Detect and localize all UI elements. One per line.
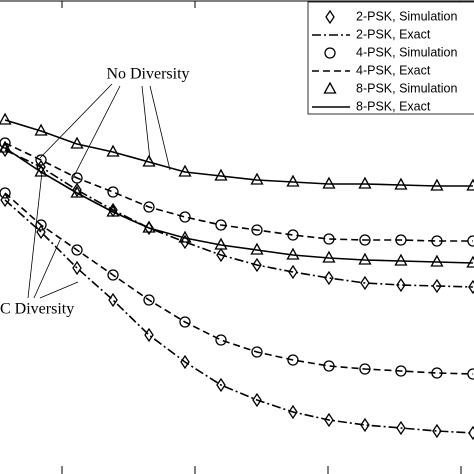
marker xyxy=(430,254,444,267)
marker xyxy=(468,425,474,441)
marker xyxy=(359,234,371,246)
marker xyxy=(466,255,474,268)
marker xyxy=(72,260,82,276)
marker xyxy=(0,187,11,199)
marker xyxy=(36,224,46,240)
legend-label: 4-PSK, Simulation xyxy=(356,45,457,59)
marker xyxy=(179,211,191,223)
marker xyxy=(324,412,334,428)
marker xyxy=(107,269,119,281)
curve xyxy=(4,147,473,264)
marker xyxy=(322,176,336,189)
marker xyxy=(360,275,370,291)
marker xyxy=(0,192,10,208)
marker xyxy=(143,294,155,306)
curve xyxy=(4,119,473,187)
marker xyxy=(179,316,191,328)
marker xyxy=(467,235,474,247)
curve xyxy=(4,149,473,288)
marker xyxy=(396,277,406,293)
marker xyxy=(215,334,227,346)
legend-label: 2-PSK, Exact xyxy=(356,27,431,41)
marker xyxy=(360,417,370,433)
marker xyxy=(71,244,83,256)
annotation-arrows xyxy=(27,83,171,299)
legend-label: 4-PSK, Exact xyxy=(356,63,431,77)
marker xyxy=(323,81,337,94)
marker xyxy=(430,178,444,191)
marker xyxy=(467,368,474,380)
marker xyxy=(216,247,226,263)
marker xyxy=(216,377,226,393)
marker xyxy=(71,172,83,184)
marker xyxy=(432,278,442,294)
marker xyxy=(466,178,474,191)
marker xyxy=(251,346,263,358)
marker xyxy=(288,264,298,280)
legend-label: 2-PSK, Simulation xyxy=(356,9,457,23)
curve xyxy=(4,192,473,375)
annotation: C Diversity xyxy=(0,301,74,318)
marker xyxy=(286,174,300,187)
marker xyxy=(108,292,118,308)
marker xyxy=(144,327,154,343)
marker xyxy=(324,270,334,286)
marker xyxy=(252,257,262,273)
marker xyxy=(288,404,298,420)
marker xyxy=(0,112,12,125)
legend-box xyxy=(307,1,474,115)
legend: 2-PSK, Simulation 2-PSK, Exact 4-PSK, Simu… xyxy=(307,1,474,115)
marker xyxy=(324,47,336,59)
marker xyxy=(394,177,408,190)
marker xyxy=(432,423,442,439)
marker xyxy=(72,182,82,198)
marker xyxy=(468,279,474,295)
marker xyxy=(394,253,408,266)
marker xyxy=(143,201,155,213)
marker xyxy=(358,176,372,189)
marker xyxy=(358,252,372,265)
marker xyxy=(0,140,12,153)
marker xyxy=(396,420,406,436)
marker xyxy=(107,186,119,198)
legend-label: 8-PSK, Simulation xyxy=(356,81,457,95)
marker xyxy=(287,354,299,366)
curve xyxy=(4,199,473,434)
marker xyxy=(251,224,263,236)
marker xyxy=(359,363,371,375)
marker xyxy=(252,392,262,408)
annotation: No Diversity xyxy=(106,66,189,83)
legend-label: 8-PSK, Exact xyxy=(356,99,431,113)
marker xyxy=(325,9,335,25)
marker xyxy=(180,234,190,250)
